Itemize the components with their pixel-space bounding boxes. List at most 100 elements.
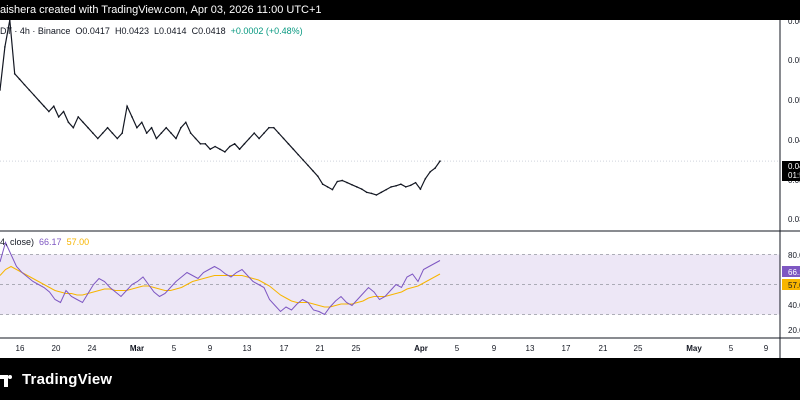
- price-point: [326, 186, 329, 188]
- price-point: [263, 132, 265, 134]
- rsi-value-tag: [782, 266, 800, 277]
- price-point: [434, 167, 436, 169]
- price-point: [297, 153, 300, 156]
- price-point: [33, 94, 36, 97]
- rsi-tick: 20.0: [788, 326, 800, 335]
- time-tick: 13: [526, 344, 535, 353]
- time-tick: 9: [208, 344, 213, 353]
- header-text: aishera created with TradingView.com, Ap…: [0, 4, 322, 16]
- price-point: [385, 188, 388, 191]
- open-label: O: [75, 26, 83, 36]
- price-point: [184, 121, 187, 124]
- change-value: +0.0002 (+0.48%): [230, 26, 303, 36]
- price-point: [199, 143, 202, 145]
- price-point: [248, 137, 251, 140]
- price-point: [57, 116, 60, 118]
- price-point: [82, 121, 84, 124]
- price-point: [111, 132, 114, 134]
- rsi-axis[interactable]: 80.0 40.0 20.0 66.1 57.0: [782, 251, 800, 335]
- price-point: [233, 143, 236, 145]
- current-price-tag: [782, 161, 800, 181]
- price-point: [28, 89, 31, 91]
- rsi-tick: 80.0: [788, 251, 800, 260]
- current-price-label: 0.04: [788, 162, 800, 171]
- time-tick: 17: [562, 344, 571, 353]
- rsi-legend[interactable]: 4, close) 66.17 57.00: [0, 237, 89, 247]
- price-point: [180, 126, 182, 129]
- price-point: [419, 188, 422, 190]
- price-point: [268, 126, 270, 129]
- price-point: [18, 78, 21, 81]
- price-series-line: [0, 19, 441, 196]
- price-axis[interactable]: 0.06 0.05 0.05 0.04 0.03 0.03 0.04 01:5: [782, 17, 800, 224]
- price-point: [160, 132, 163, 134]
- low-label: L: [154, 26, 160, 36]
- price-point: [429, 171, 432, 173]
- price-point: [351, 183, 353, 186]
- ma-value-tag-label: 57.0: [788, 281, 800, 290]
- tradingview-brand: TradingView: [22, 370, 113, 388]
- price-point: [72, 126, 75, 129]
- price-point: [140, 121, 143, 124]
- price-point: [331, 188, 334, 191]
- price-point: [409, 184, 412, 187]
- price-point: [194, 137, 197, 140]
- time-tick: 9: [492, 344, 497, 353]
- ma-value-tag: [782, 279, 800, 290]
- price-point: [0, 89, 1, 91]
- price-point: [390, 186, 392, 188]
- price-point: [228, 145, 231, 148]
- price-point: [96, 137, 99, 140]
- price-point: [62, 110, 65, 113]
- time-tick: 13: [243, 344, 252, 353]
- tradingview-logo-icon: [0, 375, 12, 387]
- price-point: [258, 137, 260, 140]
- time-axis[interactable]: 16 20 24 Mar 5 9 13 17 21 25 Apr 5 9 13 17 21 25 May 5 9: [16, 344, 769, 353]
- time-tick: 5: [172, 344, 177, 353]
- symbol-legend[interactable]: DT · 4h · Binance O0.0417 H0.0423 L0.041…: [0, 26, 303, 36]
- low-value: 0.0414: [159, 26, 187, 36]
- rsi-legend-label[interactable]: 4, close): [0, 237, 35, 247]
- price-tick: 0.06: [788, 17, 800, 26]
- price-point: [52, 105, 55, 107]
- price-point: [243, 143, 246, 145]
- price-point: [23, 83, 26, 86]
- close-value: 0.0418: [198, 26, 226, 36]
- symbol-name[interactable]: DT · 4h · Binance: [0, 26, 71, 36]
- price-point: [321, 183, 324, 186]
- price-point: [302, 159, 304, 161]
- price-point: [307, 164, 309, 167]
- price-point: [395, 185, 397, 187]
- price-pane[interactable]: [0, 19, 780, 196]
- time-tick: 24: [88, 344, 97, 353]
- price-point: [400, 183, 402, 186]
- time-tick: Mar: [130, 344, 144, 353]
- price-point: [312, 169, 314, 172]
- price-point: [360, 188, 363, 190]
- rsi-ma-line: [0, 265, 441, 308]
- time-tick: 25: [352, 344, 361, 353]
- price-point: [219, 148, 221, 151]
- price-point: [341, 179, 344, 182]
- price-point: [145, 132, 148, 134]
- price-point: [175, 137, 177, 140]
- price-point: [370, 192, 373, 195]
- price-point: [214, 145, 216, 148]
- price-point: [277, 132, 280, 134]
- price-point: [116, 137, 119, 140]
- price-point: [224, 151, 226, 153]
- price-point: [253, 132, 256, 134]
- price-point: [189, 132, 192, 134]
- time-tick: 17: [280, 344, 289, 353]
- time-tick: 25: [634, 344, 643, 353]
- price-point: [13, 73, 16, 75]
- price-tick: 0.04: [788, 136, 800, 145]
- price-point: [380, 191, 383, 194]
- price-point: [287, 143, 290, 145]
- price-point: [356, 186, 358, 188]
- price-point: [272, 126, 275, 129]
- price-point: [38, 99, 40, 102]
- price-point: [67, 121, 70, 124]
- rsi-ma-legend-value: 57.00: [66, 237, 90, 247]
